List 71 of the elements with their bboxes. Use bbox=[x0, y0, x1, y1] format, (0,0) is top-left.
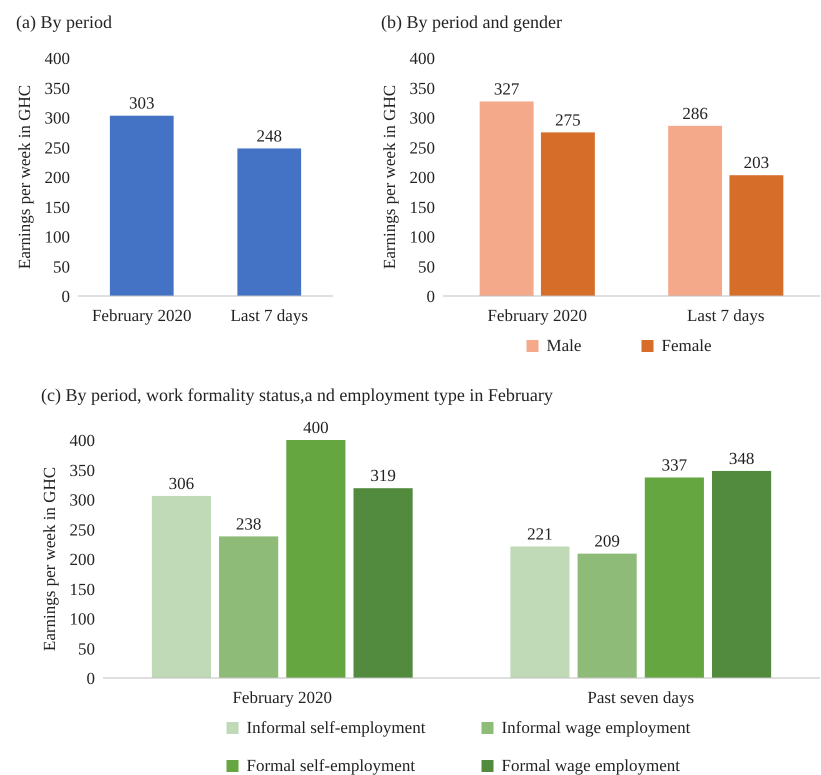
bar bbox=[286, 440, 346, 678]
legend-label: Formal wage employment bbox=[502, 756, 680, 775]
y-tick-label: 300 bbox=[70, 490, 95, 510]
y-tick-label: 400 bbox=[70, 431, 95, 450]
y-tick-label: 50 bbox=[53, 257, 70, 276]
legend-label: Informal self-employment bbox=[246, 718, 426, 737]
x-tick-label: Past seven days bbox=[587, 688, 694, 707]
y-tick-label: 100 bbox=[44, 228, 70, 246]
bar bbox=[510, 546, 570, 678]
bar bbox=[152, 496, 211, 678]
bar bbox=[540, 132, 595, 296]
data-label: 400 bbox=[303, 418, 329, 437]
data-label: 203 bbox=[744, 153, 770, 172]
data-label: 303 bbox=[129, 94, 154, 113]
data-label: 221 bbox=[527, 524, 553, 544]
legend-label: Female bbox=[662, 336, 712, 355]
y-tick-label: 400 bbox=[410, 49, 435, 68]
y-tick-label: 50 bbox=[418, 257, 435, 276]
x-tick-label: February 2020 bbox=[232, 688, 332, 707]
y-tick-label: 200 bbox=[70, 550, 95, 569]
bar bbox=[729, 175, 784, 296]
bar bbox=[578, 554, 637, 678]
y-tick-label: 0 bbox=[62, 287, 70, 306]
x-tick-label: February 2020 bbox=[92, 306, 192, 325]
data-label: 286 bbox=[682, 104, 708, 123]
legend-label: Formal self-employment bbox=[246, 756, 416, 775]
y-tick-label: 100 bbox=[70, 610, 95, 628]
data-label: 209 bbox=[594, 532, 620, 551]
y-tick-label: 250 bbox=[44, 138, 70, 158]
bar bbox=[712, 470, 772, 678]
legend-label: Male bbox=[546, 336, 582, 355]
data-label: 319 bbox=[370, 466, 396, 486]
y-tick-label: 150 bbox=[410, 198, 435, 217]
y-axis-title: Earnings per week in GHC bbox=[380, 84, 399, 270]
data-label: 238 bbox=[236, 514, 262, 534]
y-tick-label: 100 bbox=[410, 228, 435, 246]
data-label: 327 bbox=[494, 79, 520, 98]
y-tick-label: 350 bbox=[44, 78, 70, 98]
y-tick-label: 350 bbox=[410, 78, 435, 98]
data-label: 348 bbox=[728, 448, 754, 468]
y-tick-label: 0 bbox=[86, 669, 95, 688]
data-label: 248 bbox=[256, 126, 282, 146]
y-tick-label: 50 bbox=[78, 639, 95, 658]
y-tick-label: 350 bbox=[70, 460, 95, 480]
bar bbox=[668, 126, 722, 296]
chart-title: (b) By period and gender bbox=[381, 12, 562, 32]
bar bbox=[644, 477, 704, 678]
chart-title: (a) By period bbox=[16, 12, 112, 32]
legend-label: Informal wage employment bbox=[502, 718, 691, 737]
bar bbox=[219, 536, 278, 678]
bar bbox=[354, 488, 413, 678]
data-label: 275 bbox=[555, 110, 581, 130]
y-tick-label: 400 bbox=[44, 49, 70, 68]
y-axis-title: Earnings per week in GHC bbox=[15, 84, 34, 270]
x-tick-label: Last 7 days bbox=[230, 306, 308, 325]
y-tick-label: 150 bbox=[44, 198, 70, 217]
y-tick-label: 250 bbox=[410, 138, 435, 158]
y-axis-title: Earnings per week in GHC bbox=[40, 466, 59, 652]
x-tick-label: February 2020 bbox=[487, 306, 588, 325]
x-tick-label: Last 7 days bbox=[687, 306, 764, 325]
y-tick-label: 300 bbox=[410, 108, 435, 128]
y-tick-label: 150 bbox=[70, 580, 95, 599]
y-tick-label: 250 bbox=[70, 520, 95, 540]
y-tick-label: 300 bbox=[44, 108, 70, 128]
data-label: 306 bbox=[168, 474, 194, 493]
chart-title: (c) By period, work formality status,a nd employment type in February bbox=[41, 385, 553, 405]
y-tick-label: 200 bbox=[44, 168, 70, 187]
bar bbox=[480, 101, 534, 296]
data-label: 337 bbox=[662, 455, 688, 474]
y-tick-label: 0 bbox=[426, 287, 435, 306]
y-tick-label: 200 bbox=[410, 168, 435, 187]
